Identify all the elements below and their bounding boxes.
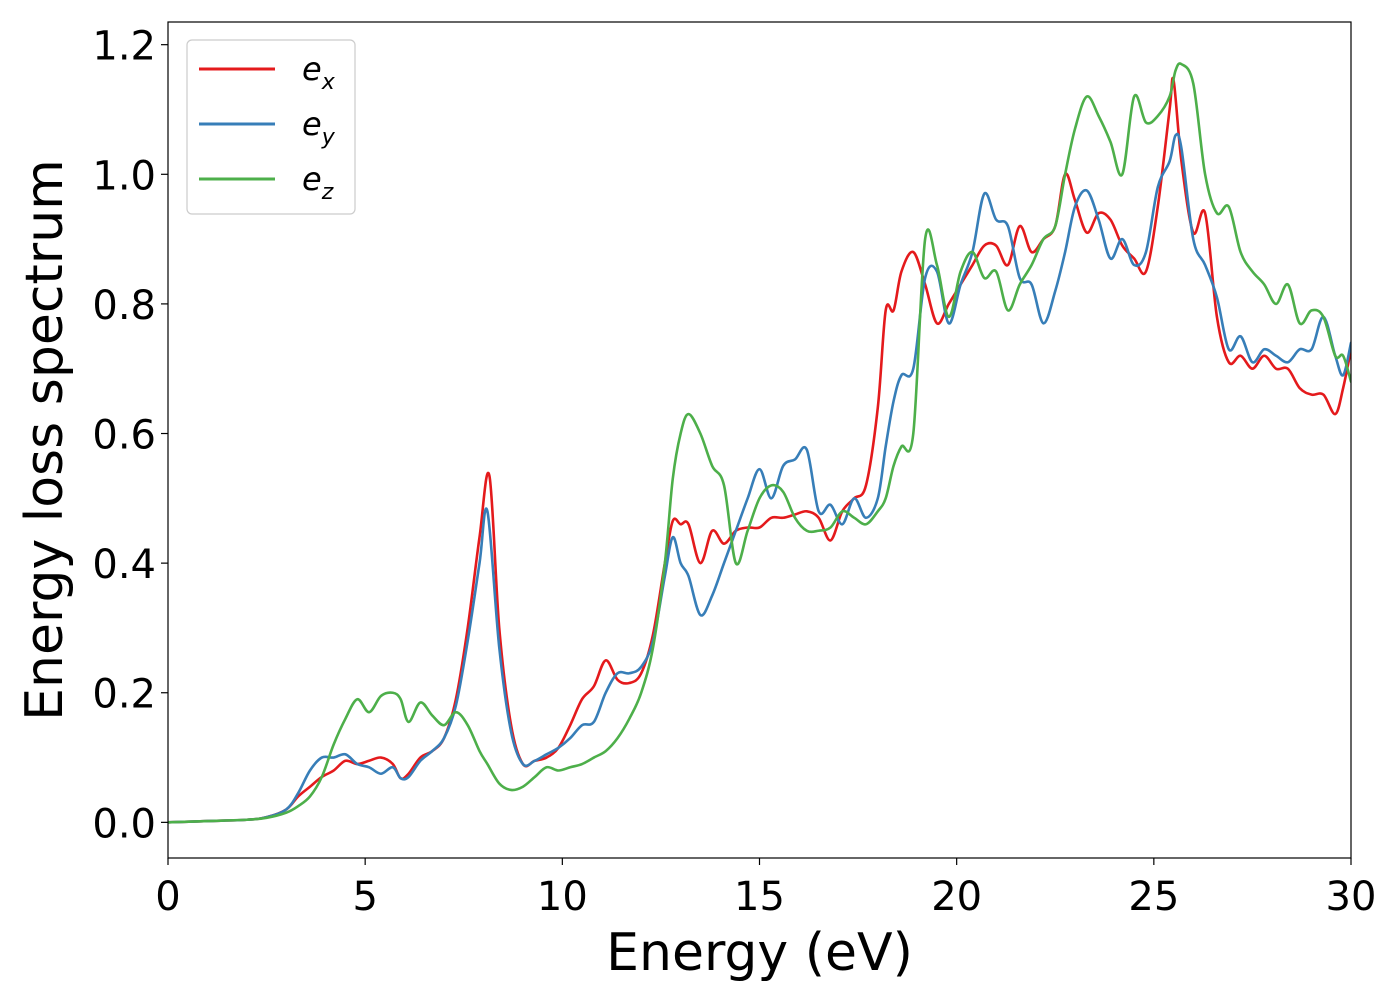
legend-label-y: ey — [302, 105, 336, 150]
x-tick-label: 10 — [537, 874, 588, 920]
series-line-e-z — [168, 62, 1351, 824]
y-tick-label: 1.0 — [92, 153, 156, 199]
legend-label-sub: y — [321, 125, 336, 150]
x-tick-label: 0 — [155, 874, 180, 920]
x-axis-ticks: 0 5 10 15 20 25 30 — [155, 858, 1376, 920]
legend-label-main: e — [302, 50, 322, 88]
series-layer — [168, 62, 1351, 824]
legend-label-main: e — [302, 105, 322, 143]
x-axis-label: Energy (eV) — [606, 923, 913, 983]
y-tick-label: 1.2 — [92, 24, 156, 70]
plot-background — [168, 22, 1351, 858]
y-axis-ticks: 0.0 0.2 0.4 0.6 0.8 1.0 1.2 — [92, 24, 168, 847]
x-tick-label: 30 — [1326, 874, 1377, 920]
y-axis-label: Energy loss spectrum — [15, 159, 75, 721]
x-tick-label: 20 — [931, 874, 982, 920]
y-tick-label: 0.2 — [92, 672, 156, 718]
y-tick-label: 0.8 — [92, 283, 156, 329]
legend-label-sub: x — [321, 70, 336, 95]
x-tick-label: 5 — [352, 874, 377, 920]
legend-label-z: ez — [302, 160, 334, 205]
legend-box — [186, 39, 356, 215]
x-tick-label: 25 — [1128, 874, 1179, 920]
y-tick-label: 0.6 — [92, 413, 156, 459]
y-tick-label: 0.4 — [92, 542, 156, 588]
legend-label-main: e — [302, 160, 322, 198]
legend-label-sub: z — [321, 180, 334, 205]
x-tick-label: 15 — [734, 874, 785, 920]
series-line-e-y — [168, 132, 1351, 824]
legend-label-x: ex — [302, 50, 336, 95]
y-tick-label: 0.0 — [92, 801, 156, 847]
